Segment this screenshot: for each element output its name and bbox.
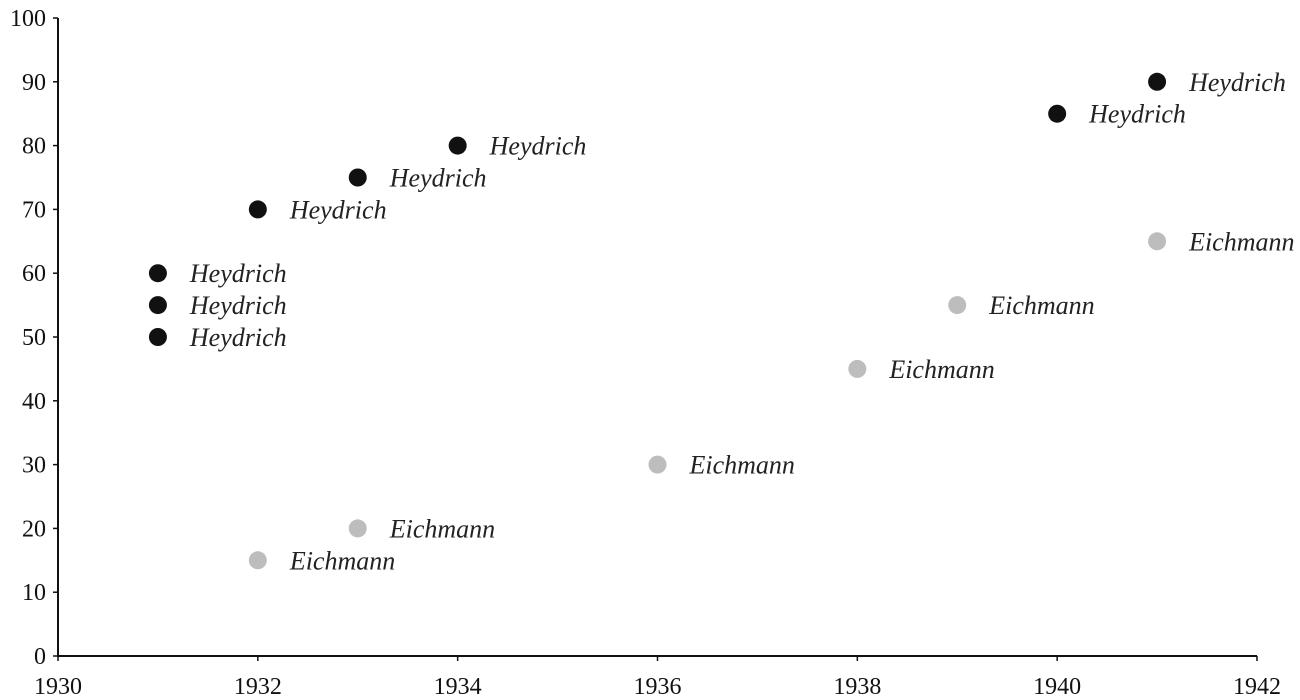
scatter-point-heydrich: Heydrich <box>1048 100 1186 129</box>
point-marker <box>1048 104 1067 123</box>
scatter-point-eichmann: Eichmann <box>1148 227 1295 256</box>
point-marker <box>948 296 967 315</box>
y-tick-label: 100 <box>10 6 46 32</box>
y-tick-label: 80 <box>22 134 46 160</box>
point-label: Heydrich <box>489 132 587 161</box>
point-label: Eichmann <box>988 291 1094 320</box>
point-label: Heydrich <box>289 195 387 224</box>
x-tick-label: 1930 <box>34 674 82 700</box>
y-tick-label: 50 <box>22 325 46 351</box>
scatter-point-eichmann: Eichmann <box>948 291 1095 320</box>
point-label: Heydrich <box>1188 68 1286 97</box>
point-marker <box>248 200 267 219</box>
y-tick-label: 30 <box>22 453 46 479</box>
point-label: Eichmann <box>888 355 994 384</box>
point-label: Heydrich <box>189 259 287 288</box>
y-axis-ticks: 0 10 20 30 40 50 60 70 80 90 100 <box>10 6 58 670</box>
y-tick-label: 90 <box>22 70 46 96</box>
scatter-point-heydrich: Heydrich <box>148 259 287 288</box>
point-marker <box>248 551 267 570</box>
point-marker <box>148 296 167 315</box>
point-label: Heydrich <box>189 323 287 352</box>
point-marker <box>448 136 467 155</box>
point-marker <box>1148 232 1167 251</box>
scatter-point-heydrich: Heydrich <box>148 291 287 320</box>
x-tick-label: 1934 <box>434 674 482 700</box>
scatter-point-eichmann: Eichmann <box>848 355 995 384</box>
point-marker <box>1148 72 1167 91</box>
point-label: Eichmann <box>689 451 795 480</box>
point-label: Heydrich <box>189 291 287 320</box>
y-tick-label: 0 <box>34 644 46 670</box>
y-tick-label: 40 <box>22 389 46 415</box>
y-tick-label: 10 <box>22 580 46 606</box>
scatter-point-eichmann: Eichmann <box>348 514 495 543</box>
point-marker <box>148 328 167 346</box>
y-tick-label: 60 <box>22 261 46 287</box>
scatter-point-eichmann: Eichmann <box>248 546 395 575</box>
point-label: Eichmann <box>389 514 495 543</box>
scatter-point-heydrich: Heydrich <box>148 323 287 352</box>
x-tick-label: 1938 <box>833 674 881 700</box>
point-label: Eichmann <box>1188 227 1294 256</box>
x-tick-label: 1940 <box>1033 674 1081 700</box>
point-marker <box>848 359 867 378</box>
x-axis-ticks: 1930 1932 1934 1936 1938 1940 1942 <box>34 656 1281 700</box>
scatter-point-heydrich: Heydrich <box>348 164 487 193</box>
scatter-point-heydrich: Heydrich <box>448 132 587 161</box>
point-marker <box>148 264 167 283</box>
point-label: Heydrich <box>389 164 487 193</box>
scatter-point-heydrich: Heydrich <box>248 195 387 224</box>
point-label: Heydrich <box>1088 100 1186 129</box>
scatter-point-eichmann: Eichmann <box>648 451 795 480</box>
point-label: Eichmann <box>289 546 395 575</box>
data-points: HeydrichHeydrichHeydrichHeydrichHeydrich… <box>148 68 1295 575</box>
x-tick-label: 1942 <box>1233 674 1281 700</box>
point-marker <box>348 168 367 187</box>
point-marker <box>648 455 667 474</box>
y-tick-label: 20 <box>22 516 46 542</box>
x-tick-label: 1932 <box>234 674 282 700</box>
x-tick-label: 1936 <box>634 674 682 700</box>
scatter-point-heydrich: Heydrich <box>1148 68 1286 97</box>
y-tick-label: 70 <box>22 197 46 223</box>
point-marker <box>348 519 367 538</box>
